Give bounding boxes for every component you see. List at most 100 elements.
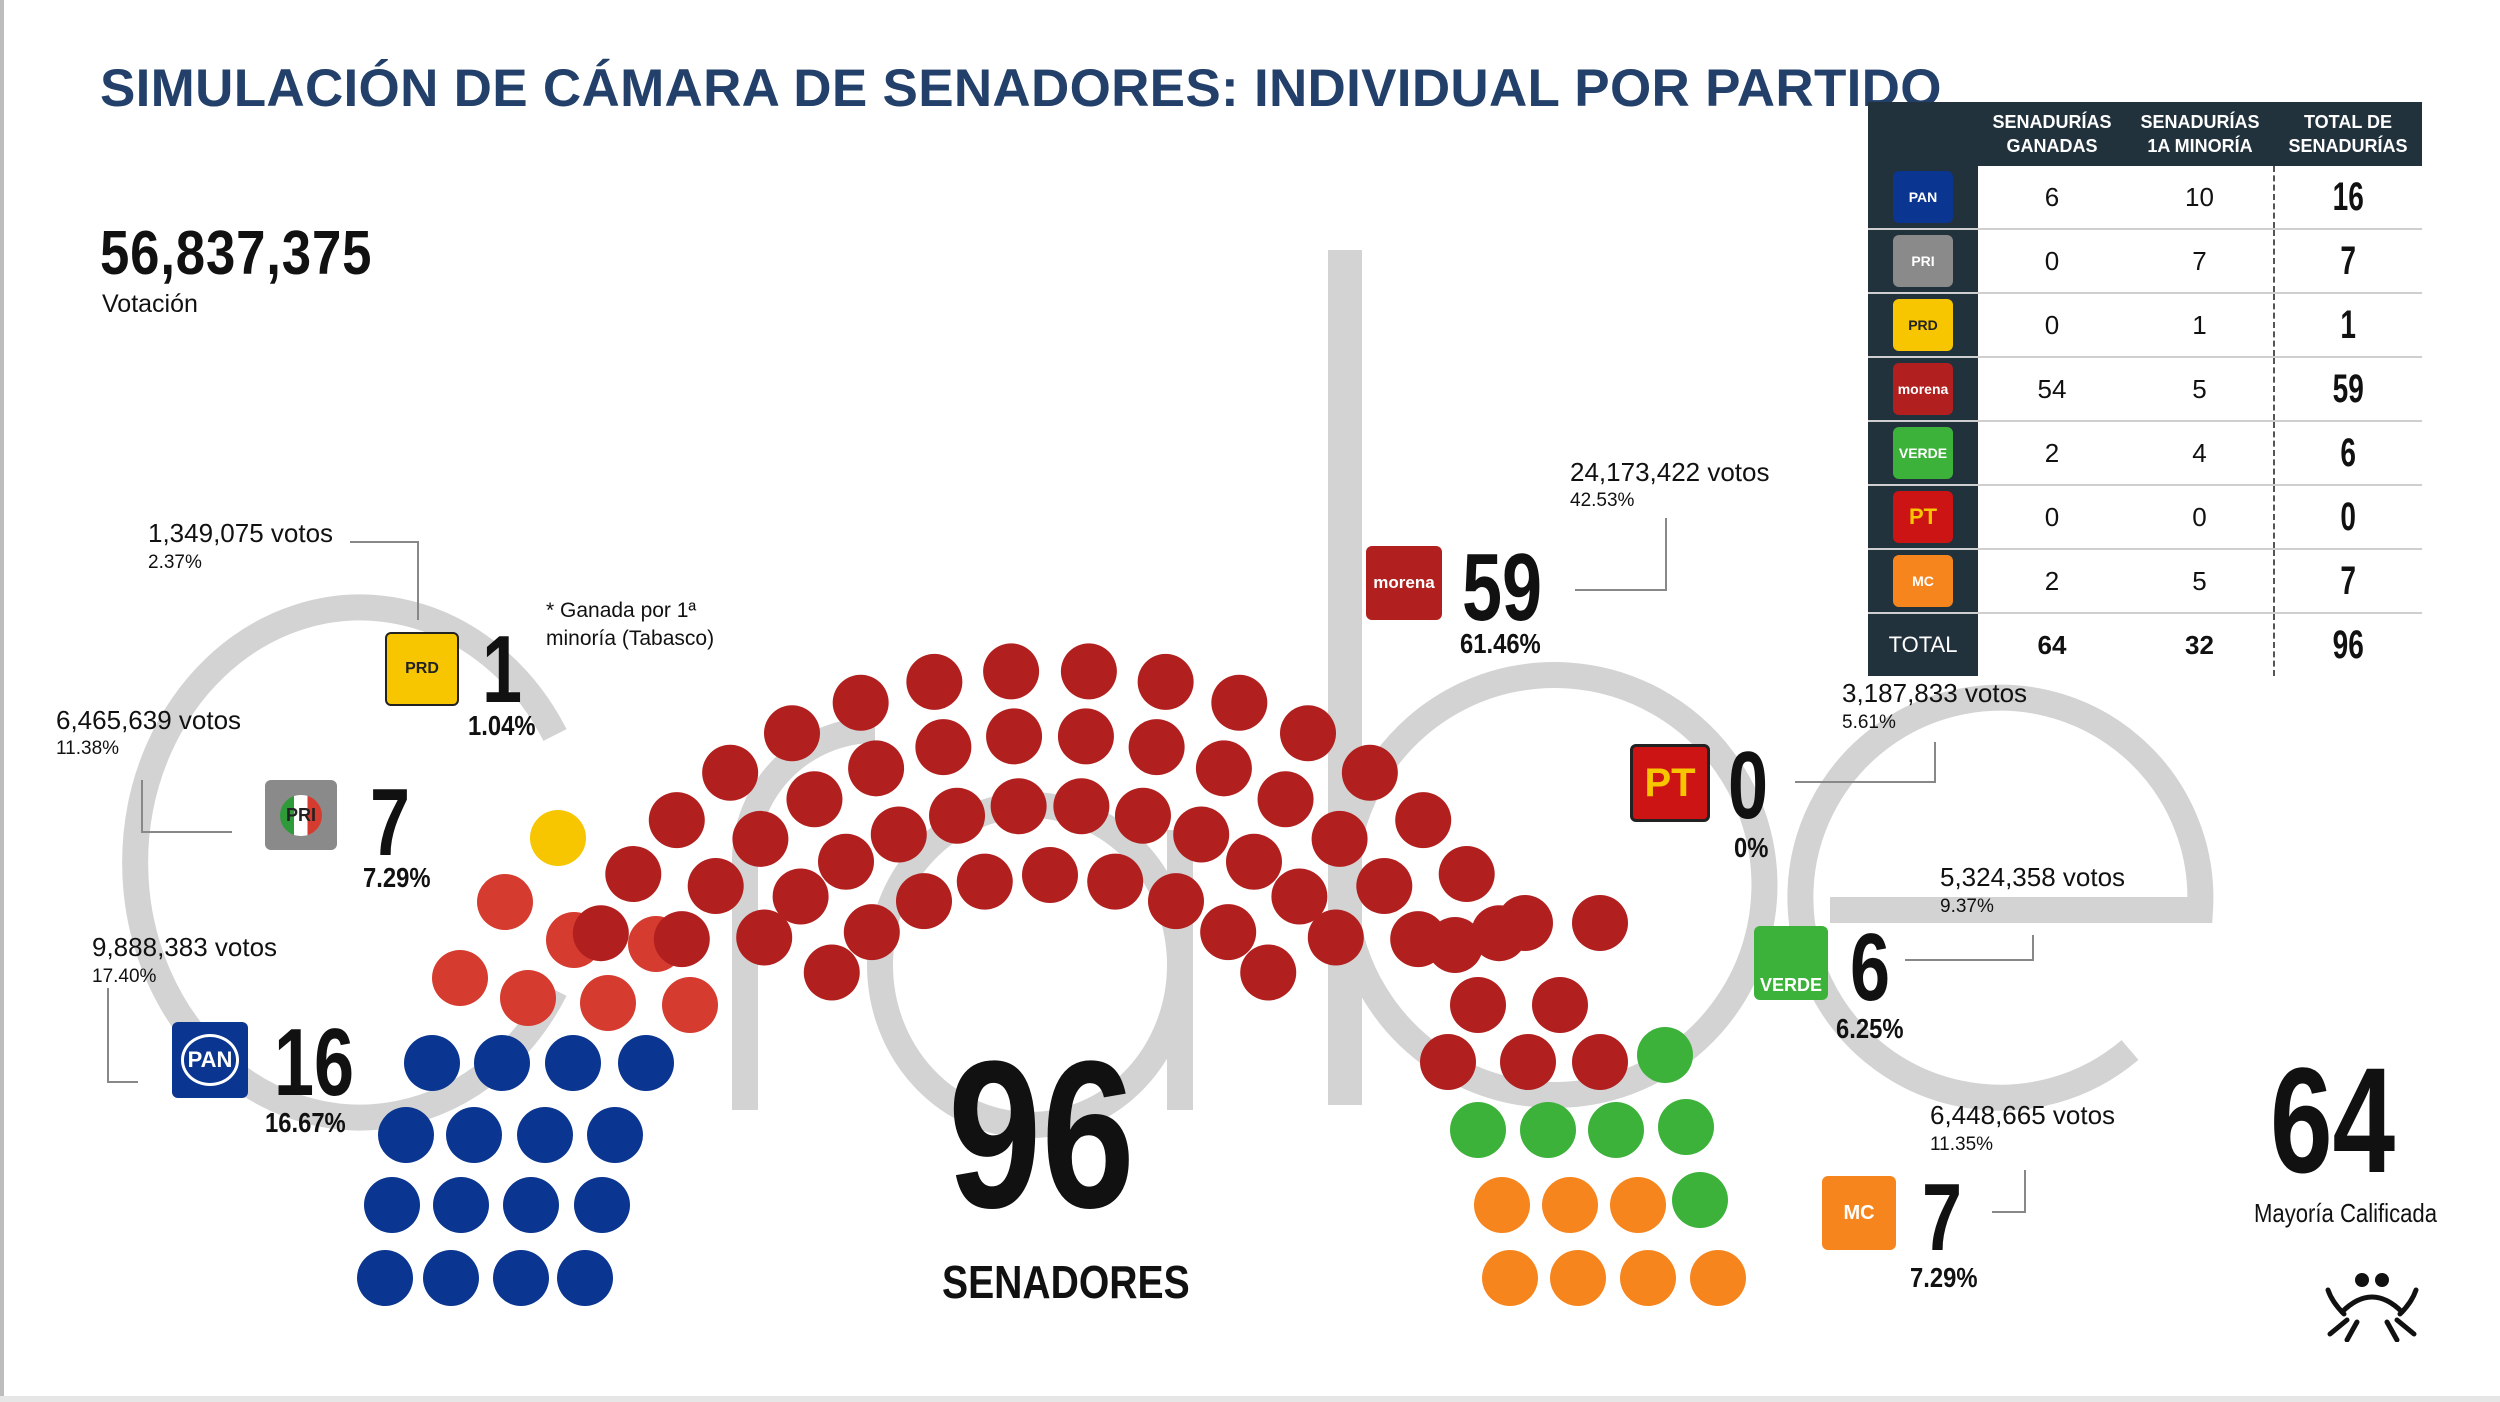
seat-dot-morena [653, 911, 710, 968]
table-row-logo: PRI [1868, 229, 1978, 294]
pan-votes: 9,888,383 votos [92, 932, 278, 962]
table-cell: 2 [1978, 549, 2126, 614]
seat-dot-morena [990, 778, 1047, 835]
mc-logo-text: MC [1843, 1201, 1875, 1224]
seat-dot-morena [1395, 792, 1452, 849]
mc-votes: 6,448,665 votos [1930, 1100, 2116, 1130]
callout-line [141, 780, 232, 833]
seat-dot-pan [446, 1107, 502, 1163]
table-row-logo: PAN [1868, 166, 1978, 230]
table-cell-total: 7 [2273, 549, 2422, 614]
table-row-logo: morena [1868, 357, 1978, 422]
seat-dot-pan [545, 1035, 601, 1091]
seat-dot-pan [493, 1250, 549, 1306]
seat-dot-morena [1271, 868, 1328, 925]
pt-seats: 0 [1728, 732, 1769, 839]
seat-dot-morena [848, 740, 905, 797]
table-cell: 0 [1978, 229, 2126, 294]
seat-dot-morena [956, 853, 1013, 910]
seat-dot-pri [500, 970, 556, 1026]
seat-dot-mc [1542, 1177, 1598, 1233]
mc-seats: 7 [1922, 1164, 1963, 1271]
seat-dot-pri [662, 977, 718, 1033]
seat-dot-prd [530, 810, 586, 866]
seat-dot-morena [772, 868, 829, 925]
seat-dot-mc [1482, 1250, 1538, 1306]
table-header-ganadas: SENADURÍAS GANADAS [1978, 102, 2126, 166]
table-cell-total: 6 [2273, 421, 2422, 486]
seat-dot-morena [803, 944, 860, 1001]
seat-dot-pan [503, 1177, 559, 1233]
seat-dot-pan [423, 1250, 479, 1306]
seat-dot-morena [732, 810, 789, 867]
seat-dot-verde [1588, 1102, 1644, 1158]
mc-vote-pct: 11.35% [1930, 1134, 1994, 1155]
pri-votes: 6,465,639 votos [56, 705, 242, 735]
seat-dot-mc [1690, 1250, 1746, 1306]
table-cell: 5 [2126, 549, 2274, 614]
verde-logo: VERDE [1754, 926, 1828, 1000]
seat-dot-morena [1257, 771, 1314, 828]
table-cell: 0 [1978, 293, 2126, 358]
morena-icon: morena [1893, 363, 1953, 415]
seat-dot-morena [1500, 1034, 1556, 1090]
table-cell: 10 [2126, 166, 2274, 230]
seat-dot-morena [1341, 744, 1398, 801]
seat-dot-morena [843, 904, 900, 961]
pt-icon: PT [1893, 491, 1953, 543]
prd-votes: 1,349,075 votos [148, 518, 334, 548]
seat-dot-pan [517, 1107, 573, 1163]
callout-line [1905, 935, 2034, 961]
morena-vote-pct: 42.53% [1570, 490, 1635, 511]
table-row: PT 0 0 0 [1868, 485, 2422, 550]
table-cell: 54 [1978, 357, 2126, 422]
majority-number: 64 [2270, 1036, 2396, 1204]
seat-dot-pan [474, 1035, 530, 1091]
table-cell-total: 16 [2273, 166, 2422, 230]
seat-dot-morena [906, 653, 963, 710]
seat-dot-pan [574, 1177, 630, 1233]
table-cell: 32 [2185, 629, 2214, 660]
seat-dot-morena [605, 846, 662, 903]
seats-table: SENADURÍAS GANADAS SENADURÍAS 1A MINORÍA… [1868, 102, 2422, 676]
pt-vote-pct: 5.61% [1842, 712, 1896, 733]
callout-line [1795, 742, 1936, 783]
seat-dot-morena [1022, 847, 1078, 903]
seat-dot-mc [1550, 1250, 1606, 1306]
table-row-logo: PT [1868, 485, 1978, 550]
table-cell: 64 [2037, 629, 2067, 660]
seat-dot-morena [1450, 977, 1506, 1033]
total-votes: 56,837,375 [100, 219, 373, 288]
prd-seat-pct: 1.04% [468, 710, 536, 741]
seat-dot-pan [357, 1250, 413, 1306]
seat-dot-pan [364, 1177, 420, 1233]
table-row: PAN 6 10 16 [1868, 166, 2422, 230]
table-cell-total-value: 96 [2332, 622, 2365, 667]
seat-dot-morena [870, 806, 927, 863]
morena-logo-text: morena [1373, 573, 1435, 592]
pan-icon: PAN [1893, 171, 1953, 223]
seat-dot-morena [572, 905, 629, 962]
prd-seats: 1 [482, 616, 523, 723]
seat-dot-morena [1148, 873, 1204, 930]
prd-icon: PRD [1893, 299, 1953, 351]
seat-dot-morena [1438, 846, 1495, 903]
seat-dot-pri [432, 950, 488, 1006]
table-row: PRI 0 7 7 [1868, 229, 2422, 294]
seat-dot-mc [1474, 1177, 1530, 1233]
table-cell-total: 1 [2273, 293, 2422, 358]
seat-dot-morena [1427, 917, 1483, 973]
seat-dot-morena [1057, 708, 1114, 765]
seat-dot-morena [763, 705, 820, 762]
seat-dot-morena [1356, 858, 1413, 915]
mc-logo: MC [1822, 1176, 1896, 1250]
seat-dot-morena [1114, 787, 1171, 844]
table-cell-total-value: 1 [2340, 302, 2357, 347]
prd-vote-pct: 2.37% [148, 552, 202, 573]
table-row: morena 54 5 59 [1868, 357, 2422, 422]
seat-dot-morena [1420, 1034, 1476, 1090]
seat-dot-pan [618, 1035, 674, 1091]
table-header-minoria: SENADURÍAS 1A MINORÍA [2126, 102, 2274, 166]
pri-logo-text: PRI [279, 794, 322, 836]
verde-vote-pct: 9.37% [1940, 896, 1994, 917]
